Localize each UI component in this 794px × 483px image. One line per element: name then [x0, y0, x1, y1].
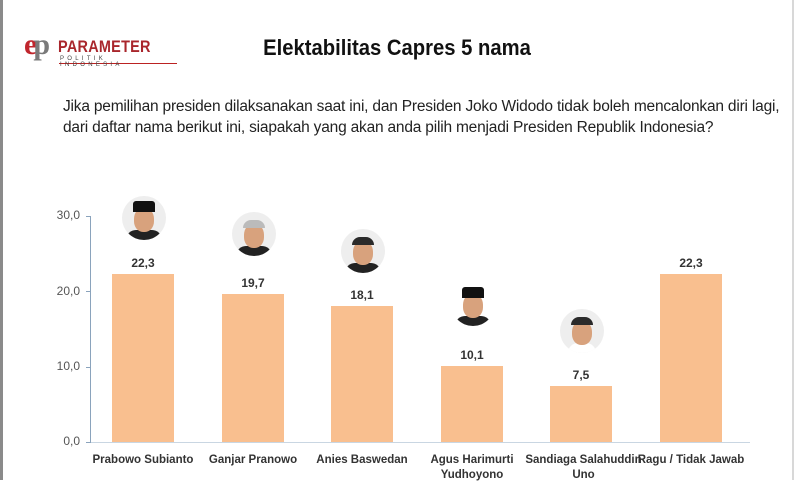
x-label-line: Sandiaga Salahuddin	[525, 454, 642, 466]
y-tick-label: 30,0	[56, 208, 80, 222]
value-label: 10,1	[460, 348, 484, 362]
x-label: Ganjar Pranowo	[208, 454, 298, 466]
y-tick-label: 10,0	[56, 359, 80, 373]
x-label: Ragu / Tidak Jawab	[637, 454, 745, 466]
bar-ganjar-pranowo	[222, 294, 284, 442]
x-label-line: Yudhoyono	[440, 469, 504, 481]
logo-mark-icon: ep	[24, 28, 50, 61]
value-label: 18,1	[350, 288, 374, 302]
portrait-ganjar-pranowo-icon	[232, 212, 276, 256]
portrait-prabowo-subianto-icon	[122, 196, 166, 240]
bar-anies-baswedan	[331, 306, 393, 442]
y-tick	[86, 291, 91, 292]
bar-agus-harimurti-yudhoyono	[441, 366, 503, 442]
bar-ragu-tidak-jawab	[660, 274, 722, 442]
y-tick	[86, 442, 91, 443]
x-label: Prabowo Subianto	[92, 454, 194, 466]
x-label-line: Agus Harimurti	[430, 454, 514, 466]
image-border-right	[792, 0, 794, 480]
image-border-left	[0, 0, 3, 480]
x-label-line: Uno	[572, 469, 595, 481]
y-tick	[86, 216, 91, 217]
parameter-logo: ep PARAMETER POLITIK INDONESIA	[24, 28, 177, 68]
x-label: Agus Harimurti Yudhoyono	[412, 453, 532, 483]
bar-prabowo-subianto	[112, 274, 174, 442]
x-axis	[90, 442, 750, 443]
y-tick	[86, 367, 91, 368]
logo-underline	[59, 63, 177, 64]
y-axis	[90, 216, 91, 442]
portrait-sandiaga-salahuddin-uno-icon	[560, 309, 604, 353]
y-tick-label: 0,0	[63, 434, 80, 448]
value-label: 19,7	[241, 276, 265, 290]
x-label: Sandiaga Salahuddin Uno	[521, 453, 646, 483]
y-tick-label: 20,0	[56, 284, 80, 298]
logo-subtitle: POLITIK INDONESIA	[60, 56, 123, 68]
logo-name: PARAMETER	[58, 37, 151, 56]
value-label: 22,3	[679, 256, 703, 270]
value-label: 22,3	[131, 256, 155, 270]
portrait-agus-harimurti-yudhoyono-icon	[451, 282, 495, 326]
x-label: Anies Baswedan	[316, 454, 408, 466]
value-label: 7,5	[572, 368, 590, 382]
bar-sandiaga-salahuddin-uno	[550, 386, 612, 442]
portrait-anies-baswedan-icon	[341, 229, 385, 273]
survey-question: Jika pemilihan presiden dilaksanakan saa…	[63, 98, 780, 136]
chart-title: Elektabilitas Capres 5 nama	[263, 35, 531, 60]
